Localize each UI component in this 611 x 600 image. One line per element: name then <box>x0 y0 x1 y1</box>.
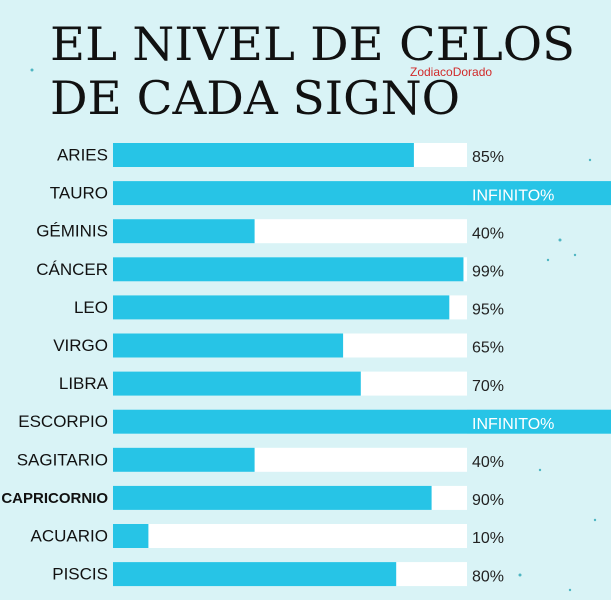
category-label: CAPRICORNIO <box>1 490 108 507</box>
bar <box>113 219 255 244</box>
value-label: 80% <box>472 568 504 585</box>
chart-title: EL NIVEL DE CELOS <box>50 17 575 71</box>
value-label: 99% <box>472 264 504 281</box>
bar <box>113 485 432 510</box>
bar <box>113 562 397 587</box>
bar <box>113 409 611 434</box>
bar <box>113 143 414 167</box>
category-label: ARIES <box>57 145 108 164</box>
bar <box>113 447 255 472</box>
category-label: GÉMINIS <box>36 222 108 241</box>
category-label: LEO <box>74 298 108 317</box>
chart-title: DE CADA SIGNO <box>50 71 460 125</box>
category-label: CÁNCER <box>36 260 108 279</box>
decoration-dots <box>30 68 597 592</box>
category-label: ESCORPIO <box>18 412 108 431</box>
value-label: 90% <box>472 492 504 509</box>
watermark: ZodiacoDorado <box>410 65 492 79</box>
value-label: 85% <box>472 149 504 166</box>
value-label: 10% <box>472 530 504 547</box>
bar <box>113 371 361 396</box>
bar <box>113 333 344 358</box>
bar <box>113 257 464 282</box>
category-label: LIBRA <box>59 374 109 393</box>
category-label: VIRGO <box>53 336 108 355</box>
value-label: 65% <box>472 340 504 357</box>
value-label: 70% <box>472 378 504 395</box>
bar <box>113 295 450 320</box>
value-label: 40% <box>472 454 504 471</box>
category-label: SAGITARIO <box>17 450 108 469</box>
category-label: PISCIS <box>52 565 108 584</box>
value-label: INFINITO% <box>472 416 554 433</box>
bar-track <box>113 524 467 548</box>
value-label: INFINITO% <box>472 187 554 204</box>
category-label: TAURO <box>50 184 108 203</box>
value-label: 40% <box>472 225 504 242</box>
category-label: ACUARIO <box>31 526 108 545</box>
bar <box>113 181 611 206</box>
value-label: 95% <box>472 302 504 319</box>
bar <box>113 524 149 548</box>
